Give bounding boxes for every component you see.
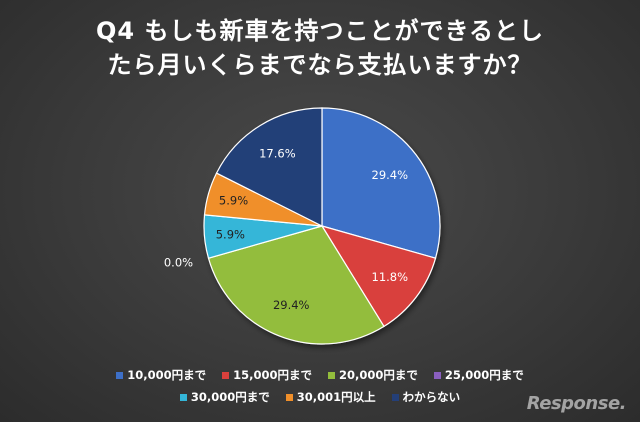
legend-row-2: 30,000円まで 30,001円以上 わからない: [100, 386, 540, 408]
slice-label-7: 17.6%: [259, 147, 296, 161]
pie-slice-7: [215, 107, 323, 227]
legend-label-7: わからない: [402, 390, 461, 404]
legend-swatch-4: [433, 371, 441, 379]
legend-item-7: わからない: [391, 389, 461, 405]
chart-title: Q4 もしも新車を持つことができるとし たら月いくらまでなら支払いますか？: [0, 14, 640, 82]
legend-swatch-5: [179, 393, 187, 401]
legend-label-3: 20,000円まで: [339, 368, 418, 382]
legend-item-4: 25,000円まで: [433, 367, 524, 383]
legend-swatch-6: [285, 393, 293, 401]
chart-title-line-2: たら月いくらまでなら支払いますか？: [107, 51, 533, 79]
slice-label-5: 5.9%: [216, 227, 245, 241]
legend-swatch-3: [328, 371, 335, 379]
legend-item-5: 30,000円まで: [179, 389, 270, 405]
legend-swatch-1: [116, 371, 124, 379]
legend-item-3: 20,000円まで: [328, 367, 418, 383]
legend-item-2: 15,000円まで: [222, 367, 312, 383]
watermark-logo: Response.: [526, 393, 627, 414]
legend-item-1: 10,000円まで: [116, 367, 206, 383]
slice-label-1: 29.4%: [372, 168, 409, 182]
legend-label-2: 15,000円まで: [233, 368, 312, 382]
chart-title-line-1: Q4 もしも新車を持つことができるとし: [96, 17, 544, 45]
slice-label-6: 5.9%: [219, 194, 248, 208]
legend: 10,000円まで 15,000円まで 20,000円まで 25,000円まで 30,0…: [100, 364, 540, 408]
legend-item-6: 30,001円以上: [285, 389, 376, 405]
legend-swatch-2: [222, 371, 230, 379]
legend-label-5: 30,000円まで: [190, 390, 270, 404]
pie-slice-1: [321, 107, 441, 259]
pie-slice-2: [320, 225, 437, 328]
legend-row-1: 10,000円まで 15,000円まで 20,000円まで 25,000円まで: [100, 364, 540, 386]
legend-label-4: 25,000円まで: [444, 368, 524, 382]
slice-label-2: 11.8%: [372, 270, 409, 284]
pie-slice-3: [207, 225, 385, 345]
legend-swatch-7: [391, 393, 399, 401]
slice-label-3: 29.4%: [273, 298, 310, 312]
slice-label-4: 0.0%: [164, 256, 193, 270]
legend-label-1: 10,000円まで: [127, 368, 207, 382]
legend-label-6: 30,001円以上: [296, 390, 376, 404]
